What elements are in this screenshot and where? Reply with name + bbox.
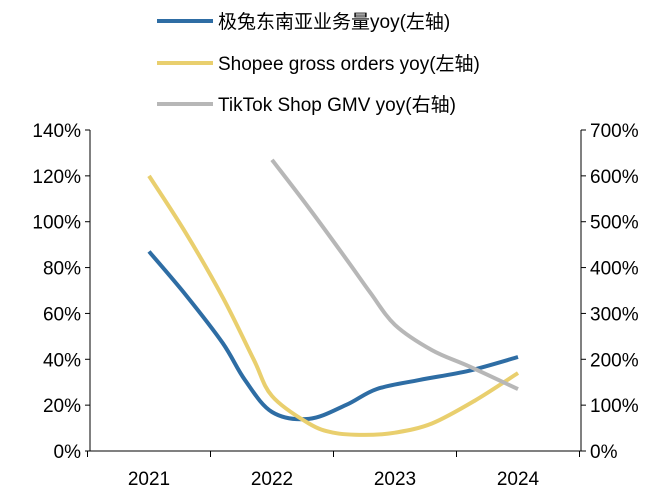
legend-label-tiktok: TikTok Shop GMV yoy(右轴) bbox=[218, 94, 456, 116]
y-right-tick-label: 700% bbox=[590, 121, 639, 142]
legend: 极兔东南亚业务量yoy(左轴) Shopee gross orders yoy(… bbox=[157, 11, 480, 116]
y-left-tick-label: 40% bbox=[43, 350, 81, 371]
y-left-tick-label: 20% bbox=[43, 396, 81, 417]
x-tick-label: 2021 bbox=[128, 469, 170, 490]
legend-label-shopee: Shopee gross orders yoy(左轴) bbox=[218, 53, 480, 75]
y-right-tick-label: 300% bbox=[590, 304, 639, 325]
y-right-tick-label: 100% bbox=[590, 396, 639, 417]
y-axis-left: 0% 20% 40% 60% 80% 100% 120% 140% bbox=[32, 121, 90, 463]
y-right-tick-label: 600% bbox=[590, 167, 639, 188]
legend-label-jitu: 极兔东南亚业务量yoy(左轴) bbox=[218, 11, 450, 33]
y-right-tick-label: 0% bbox=[590, 442, 618, 463]
y-axis-right: 0% 100% 200% 300% 400% 500% 600% 700% bbox=[581, 121, 639, 463]
series-line-jitu bbox=[147, 250, 519, 422]
y-right-tick-label: 500% bbox=[590, 213, 639, 234]
plot-series bbox=[147, 158, 520, 437]
y-left-tick-label: 100% bbox=[32, 213, 81, 234]
series-line-tiktok bbox=[270, 158, 519, 391]
x-tick-label: 2023 bbox=[374, 469, 416, 490]
y-left-tick-label: 120% bbox=[32, 167, 81, 188]
series-line-shopee bbox=[147, 174, 520, 437]
x-tick-label: 2024 bbox=[497, 469, 540, 490]
y-left-tick-label: 60% bbox=[43, 304, 81, 325]
y-left-tick-label: 140% bbox=[32, 121, 81, 142]
y-left-tick-label: 80% bbox=[43, 259, 81, 280]
y-right-tick-label: 200% bbox=[590, 350, 639, 371]
y-left-tick-label: 0% bbox=[54, 442, 82, 463]
x-tick-label: 2022 bbox=[251, 469, 293, 490]
y-right-tick-label: 400% bbox=[590, 259, 639, 280]
x-axis: 2021 2022 2023 2024 bbox=[87, 451, 580, 490]
